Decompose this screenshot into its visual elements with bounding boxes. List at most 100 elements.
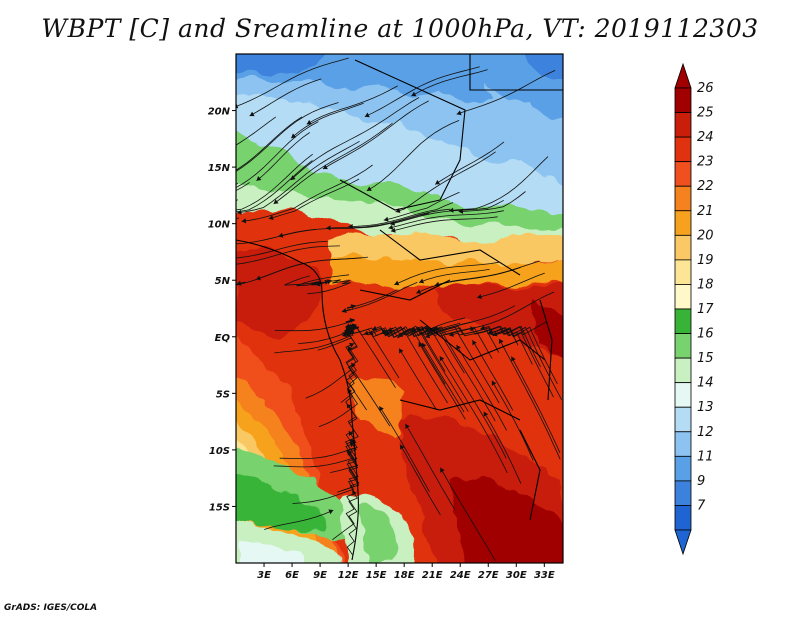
streamline-arrowhead	[492, 331, 498, 337]
streamlines	[236, 57, 563, 561]
streamline	[449, 332, 500, 404]
colorbar-label: 24	[697, 130, 714, 145]
streamline	[448, 156, 549, 211]
streamline-arrowhead	[387, 327, 393, 332]
streamline-arrowhead	[349, 342, 355, 348]
colorbar-label: 23	[697, 155, 714, 170]
streamline	[290, 102, 364, 139]
streamline	[380, 328, 446, 372]
streamline	[410, 326, 496, 422]
streamline	[477, 272, 545, 298]
streamline-arrowhead	[439, 356, 445, 362]
lon-tick-label: 9E	[313, 570, 327, 581]
streamline-arrowhead	[347, 332, 352, 337]
streamline-arrowhead	[398, 332, 404, 337]
colorbar-swatch	[674, 308, 692, 334]
streamline	[411, 69, 488, 97]
streamline-arrowhead	[417, 326, 422, 332]
streamline-arrowhead	[368, 330, 374, 336]
streamline-arrowhead	[366, 186, 372, 191]
streamline-arrowhead	[348, 223, 353, 229]
streamline-arrowhead	[419, 278, 424, 284]
streamline-arrowhead	[347, 325, 353, 331]
streamline	[511, 356, 561, 454]
streamline-arrowhead	[278, 232, 284, 238]
streamline	[491, 380, 534, 461]
colorbar-label: 25	[697, 106, 714, 121]
colorbar-label: 17	[697, 302, 714, 317]
streamline	[472, 339, 514, 411]
streamline-arrowhead	[390, 220, 396, 226]
streamline-arrowhead	[237, 209, 242, 215]
streamline-arrowhead	[352, 490, 357, 496]
streamline	[363, 322, 461, 337]
colorbar-swatch	[674, 87, 692, 113]
streamline	[340, 331, 358, 404]
streamline-arrowhead	[449, 331, 454, 337]
colorbar-swatch	[674, 406, 692, 433]
streamline-arrowhead	[351, 362, 356, 368]
streamline	[256, 132, 310, 182]
streamline-arrowhead	[388, 224, 394, 230]
streamline	[425, 333, 507, 459]
grads-credit: GrADS: IGES/COLA	[4, 603, 98, 613]
colorbar-label: 9	[697, 474, 705, 489]
streamline	[306, 85, 398, 125]
streamline	[416, 326, 469, 412]
colorbar-label: 20	[697, 228, 714, 243]
streamline	[236, 121, 319, 189]
streamline-arrowhead	[458, 208, 464, 214]
colorbar-swatch	[674, 234, 692, 261]
streamline	[395, 151, 496, 213]
streamline	[492, 328, 554, 398]
streamline	[322, 100, 429, 170]
streamline-arrowhead	[483, 411, 489, 417]
streamline	[236, 229, 317, 245]
colorbar-label: 19	[697, 253, 714, 268]
streamline-arrowhead	[273, 199, 279, 204]
streamline	[456, 70, 556, 115]
streamline	[345, 490, 358, 555]
streamline-arrowhead	[419, 326, 425, 331]
streamline-arrowhead	[372, 325, 378, 331]
streamline	[274, 318, 355, 332]
streamline	[237, 140, 360, 214]
streamline-arrowhead	[347, 346, 353, 352]
colorbar-swatch	[674, 455, 692, 482]
streamline-arrowhead	[456, 110, 462, 116]
lat-tick-label: 5S	[216, 389, 230, 400]
streamline-arrowhead	[421, 342, 427, 348]
streamline	[345, 343, 368, 411]
lon-tick-label: 15E	[366, 570, 387, 581]
wbpt-field	[236, 54, 563, 563]
streamline-arrowhead	[383, 329, 389, 335]
colorbar-swatch	[674, 505, 692, 531]
streamline-arrowhead	[350, 304, 356, 310]
map-frame	[235, 53, 564, 564]
streamline	[470, 325, 541, 368]
streamline-arrowhead	[384, 330, 390, 336]
streamline	[273, 439, 358, 468]
streamline-arrowhead	[291, 133, 297, 139]
lon-tick-label: 18E	[394, 570, 415, 581]
colorbar-swatch	[674, 284, 692, 310]
colorbar-bottom-arrow	[674, 529, 692, 556]
streamline	[279, 430, 355, 459]
lat-tick-label: 10N	[208, 220, 231, 231]
streamline	[498, 338, 561, 460]
coastlines-borders	[236, 54, 563, 561]
streamline-arrowhead	[435, 179, 441, 185]
streamline-arrowhead	[342, 332, 347, 338]
streamline	[434, 141, 505, 185]
colorbar-label: 18	[697, 277, 714, 292]
lon-tick-label: 12E	[338, 570, 359, 581]
streamline	[341, 403, 360, 492]
lon-tick-label: 33E	[534, 570, 555, 581]
streamline-arrowhead	[433, 326, 438, 331]
chart-title: WBPT [C] and Sreamline at 1000hPa, VT: 2…	[41, 14, 759, 43]
lon-tick-label: 30E	[506, 570, 527, 581]
streamline-arrowhead	[425, 326, 430, 332]
colorbar-label: 16	[697, 327, 714, 342]
streamline-arrowhead	[326, 225, 331, 231]
streamline-arrowhead	[268, 215, 274, 220]
